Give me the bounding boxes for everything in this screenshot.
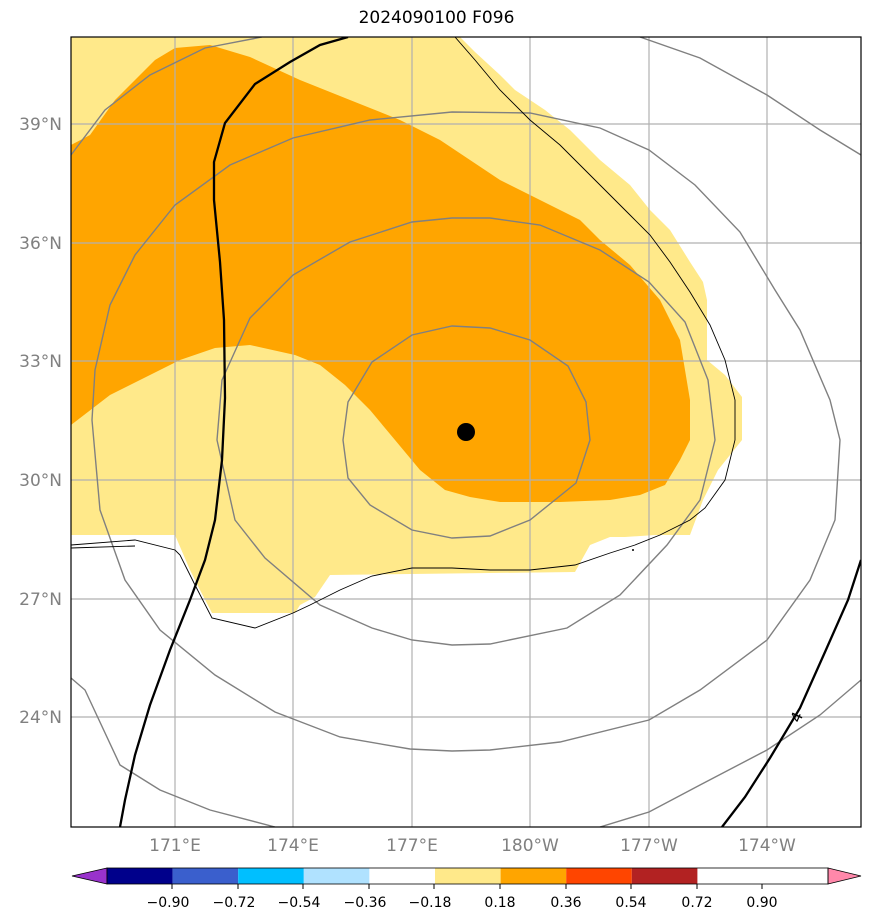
colorbar-frame: [106, 867, 829, 885]
longitude-labels: 171°E 174°E 177°E 180°W 177°W 174°W: [149, 836, 796, 856]
lon-label: 177°W: [620, 836, 678, 856]
colorbar-ticks: [171, 884, 763, 889]
contour-ring-4: [71, 37, 861, 827]
lat-label: 39°N: [19, 115, 62, 135]
colorbar-tick-label: −0.72: [213, 895, 256, 911]
lon-label: 171°E: [149, 836, 201, 856]
colorbar-tick-label: 0.90: [746, 895, 777, 911]
thin-contour: [71, 37, 736, 629]
colorbar-tick-label: 0.72: [681, 895, 712, 911]
map-title: 2024090100 F096: [358, 8, 515, 28]
colorbar-tick-label: −0.54: [278, 895, 321, 911]
latitude-labels: 39°N 36°N 33°N 30°N 27°N 24°N: [19, 115, 62, 728]
lon-label: 174°E: [267, 836, 319, 856]
gridlines: [71, 37, 861, 827]
contour-ring-1: [342, 325, 591, 539]
lat-label: 30°N: [19, 471, 62, 491]
colorbar-extend-right: [827, 867, 862, 885]
colorbar-segment: [566, 868, 632, 884]
colorbar-tick-label: 0.36: [550, 895, 581, 911]
colorbar: [71, 867, 862, 885]
lat-label: 24°N: [19, 708, 62, 728]
contour-ring-3: [91, 111, 841, 752]
lat-label: 33°N: [19, 352, 62, 372]
colorbar-tick-label: 0.54: [615, 895, 646, 911]
thin-contour-2: [71, 545, 136, 549]
storm-center-marker: [457, 423, 475, 441]
map-area: 4: [71, 37, 861, 827]
colorbar-segment: [369, 868, 435, 884]
colorbar-extend-left: [71, 867, 108, 885]
pressure-contours: [71, 37, 861, 827]
lon-label: 177°E: [386, 836, 438, 856]
map-frame: [70, 36, 862, 828]
lat-label: 36°N: [19, 234, 62, 254]
bold-contour-east: [721, 559, 861, 827]
lat-label: 27°N: [19, 590, 62, 610]
colorbar-tick-label: −0.36: [344, 895, 387, 911]
small-dot: [632, 549, 634, 551]
colorbar-segment: [435, 868, 501, 884]
anomaly-fill-dark: [71, 45, 690, 502]
colorbar-segment: [631, 868, 698, 884]
colorbar-segment: [238, 868, 304, 884]
lon-label: 180°W: [501, 836, 559, 856]
colorbar-tick-labels: −0.90 −0.72 −0.54 −0.36 −0.18 0.18 0.36 …: [147, 895, 778, 911]
colorbar-tick-label: 0.18: [484, 895, 515, 911]
bold-contour-west: [118, 37, 349, 827]
colorbar-segment: [172, 868, 239, 884]
colorbar-segment: [303, 868, 370, 884]
colorbar-tick-label: −0.90: [147, 895, 190, 911]
contour-ring-2: [216, 217, 716, 646]
colorbar-segment: [500, 868, 567, 884]
colorbar-segment: [107, 868, 173, 884]
colorbar-tick-label: −0.18: [409, 895, 452, 911]
lon-label: 174°W: [738, 836, 796, 856]
